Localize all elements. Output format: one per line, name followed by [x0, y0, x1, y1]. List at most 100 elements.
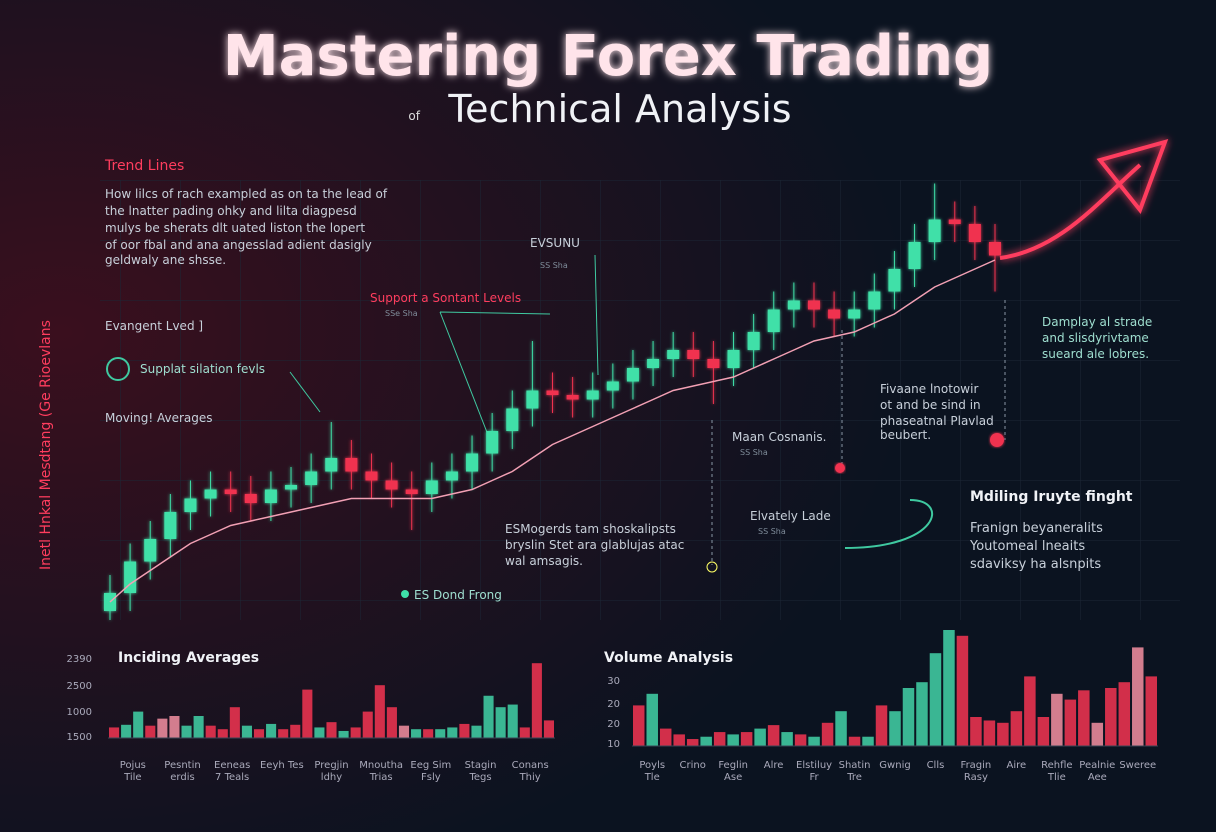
candle-body — [968, 224, 981, 242]
leader — [439, 311, 551, 441]
title: Mastering Forex Trading — [223, 24, 993, 89]
annotation: Elvately Lade — [750, 509, 831, 523]
text-line: beubert. — [880, 428, 931, 442]
x-axis-label: Ase — [724, 772, 742, 783]
text-line: Damplay al strade — [1042, 315, 1152, 329]
bar — [970, 717, 982, 746]
x-axis-label: 7 Teals — [215, 772, 249, 783]
x-axis-label: Clls — [927, 760, 945, 771]
bar — [241, 725, 252, 738]
bar — [435, 729, 446, 738]
bar — [205, 725, 216, 738]
bar — [362, 711, 373, 738]
x-axis-label: Trias — [369, 772, 393, 783]
leader-lines — [289, 254, 1006, 565]
candle-body — [888, 269, 901, 292]
marker — [401, 590, 409, 598]
bar — [754, 728, 766, 746]
annotation: Moving! Averages — [105, 411, 213, 425]
x-axis-label: Conans — [512, 760, 549, 771]
candle-body — [325, 458, 338, 472]
candle-body — [647, 359, 660, 368]
y-axis-label: 1500 — [67, 732, 92, 743]
candle-body — [224, 489, 237, 494]
bar — [302, 689, 313, 738]
bar — [727, 734, 739, 746]
bar — [929, 653, 942, 746]
text-line: Fivaane lnotowir — [880, 382, 978, 396]
candle-body — [244, 494, 257, 503]
candle-body — [345, 458, 358, 472]
annotation: ES Dond Frong — [414, 588, 502, 602]
bar — [374, 685, 385, 738]
candle-body — [767, 309, 780, 332]
bar — [862, 736, 874, 746]
arrow-head — [1096, 139, 1169, 215]
bar — [266, 723, 277, 738]
candle-body — [727, 350, 740, 368]
candle-body — [385, 480, 398, 490]
x-axis-label: Sweree — [1119, 760, 1156, 771]
bar — [411, 729, 422, 738]
annotation-sub: SS Sha — [758, 527, 786, 536]
candles — [104, 183, 1001, 620]
candle-body — [828, 309, 841, 319]
candle-body — [566, 395, 579, 400]
icon — [106, 357, 130, 381]
annotation: Maan Cosnanis. — [732, 430, 826, 444]
x-axis-label: Aee — [1088, 772, 1107, 783]
candle-body — [164, 512, 177, 539]
annotation: EVSUNU — [530, 236, 580, 250]
bar — [956, 635, 969, 746]
candle-body — [928, 219, 941, 242]
candle-body — [989, 242, 1001, 256]
x-axis-label: Eeg Sim — [410, 760, 451, 771]
bar — [848, 736, 861, 746]
x-axis-label: Eeyh Tes — [260, 760, 304, 771]
candle-body — [144, 539, 157, 562]
bar — [794, 734, 807, 746]
candle-body — [787, 300, 800, 310]
marker — [835, 463, 845, 473]
x-axis-label: Pesntin — [164, 760, 200, 771]
bar — [767, 725, 780, 746]
candle-body — [687, 350, 700, 359]
trend-text: How lilcs of rach exampled as on ta the … — [105, 187, 388, 267]
bar — [821, 722, 834, 746]
candle-body — [546, 390, 559, 395]
leader — [289, 371, 321, 413]
candle-body — [285, 485, 298, 490]
candle-body — [425, 480, 438, 494]
text-line: of oor fbal and ana angesslad adient das… — [105, 238, 372, 252]
bar — [808, 736, 820, 746]
bar — [447, 727, 458, 738]
bar — [278, 729, 289, 738]
x-axis-label: erdis — [170, 772, 194, 783]
candle-body — [506, 408, 519, 431]
annotation-sub: SSe Sha — [385, 309, 418, 318]
marker — [990, 433, 1004, 447]
bar — [1091, 722, 1104, 746]
text-line: the lnatter pading ohky and lilta diagpe… — [105, 204, 357, 218]
x-axis-label: Thiy — [519, 772, 541, 783]
leader — [594, 254, 599, 376]
x-axis-label: Pealnie — [1079, 760, 1115, 771]
bar — [459, 723, 470, 738]
bar — [145, 725, 156, 738]
bar — [916, 682, 928, 746]
x-axis-label: Stagin — [465, 760, 497, 771]
plots: Inciding Averages 2390 2500 1000 1500 PojusTi… — [67, 183, 1158, 783]
text-line: and slisdyrivtame — [1042, 331, 1149, 345]
bar — [1037, 717, 1050, 746]
leader — [844, 499, 934, 549]
candle-body — [807, 300, 820, 310]
bar — [193, 716, 204, 738]
text-line: geldwaly ane shsse. — [105, 253, 226, 267]
candle-body — [868, 291, 881, 310]
bar — [673, 734, 685, 746]
candle-body — [365, 471, 378, 481]
bar — [290, 724, 301, 738]
candle-body — [908, 242, 921, 269]
annotation: Supplat silation fevls — [140, 362, 265, 376]
